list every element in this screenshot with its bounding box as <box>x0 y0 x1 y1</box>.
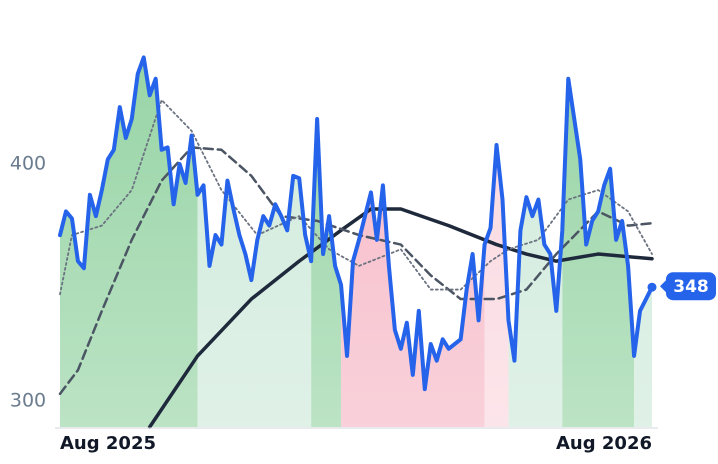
y-tick-label: 300 <box>10 389 46 411</box>
average-line <box>59 99 653 296</box>
last-value-label: 348 <box>673 277 709 297</box>
last-point <box>647 282 657 292</box>
badge-pointer <box>660 280 666 293</box>
last-value-badge <box>666 272 716 301</box>
average-line <box>147 207 654 429</box>
price-line <box>58 55 654 392</box>
x-tick-label: Aug 2025 <box>60 433 156 454</box>
lines <box>58 55 654 429</box>
average-line <box>58 146 654 396</box>
y-tick-label: 400 <box>10 153 46 175</box>
x-tick-label: Aug 2026 <box>556 433 652 454</box>
